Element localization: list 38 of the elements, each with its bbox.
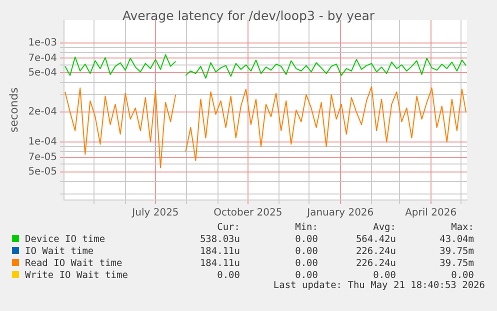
text: 39.75m <box>438 246 474 258</box>
x-tick-label: July 2025 <box>131 208 179 219</box>
y-tick-label: 5e-04 <box>28 67 58 78</box>
text: 0.00 <box>450 270 474 281</box>
text: Min: <box>294 222 318 234</box>
y-tick-label: 5e-05 <box>28 166 58 178</box>
text: 43.04m <box>438 234 474 246</box>
text: 226.24u <box>354 258 396 270</box>
text: Max: <box>450 222 474 234</box>
y-tick-label: 1e-03 <box>28 37 58 48</box>
legend-label: Read IO Wait time <box>24 258 124 270</box>
text: 564.42u <box>354 234 396 246</box>
text: Avg: <box>372 222 396 234</box>
text: 0.00 <box>294 234 318 246</box>
y-axis-title: seconds <box>7 87 20 132</box>
y-tick-label: 1e-04 <box>28 136 58 148</box>
text: 184.11u <box>198 246 240 258</box>
legend-label: Write IO Wait time <box>24 270 129 282</box>
y-tick-label: 7e-05 <box>28 152 58 163</box>
text: 39.75m <box>438 258 474 270</box>
text: 184.11u <box>198 258 240 270</box>
legend-label: Device IO time <box>24 234 106 246</box>
legend-label: IO Wait time <box>24 246 95 258</box>
text: 0.00 <box>294 258 318 270</box>
text: 538.03u <box>198 234 240 246</box>
text: 0.00 <box>216 270 240 282</box>
text: 0.00 <box>372 270 396 281</box>
y-tick-label: 7e-04 <box>28 52 58 64</box>
chart-title: Average latency for /dev/loop3 - by year <box>121 8 376 23</box>
x-tick-label: October 2025 <box>214 208 282 219</box>
text: Last update: Thu May 21 18:40:53 2026 <box>273 280 485 291</box>
text: Cur: <box>216 222 240 234</box>
text: 0.00 <box>294 246 318 258</box>
text: 226.24u <box>354 246 396 258</box>
y-tick-label: 2e-04 <box>28 106 58 118</box>
x-tick-label: January 2026 <box>306 208 374 219</box>
text: 0.00 <box>294 270 318 281</box>
x-tick-label: April 2026 <box>405 208 457 219</box>
